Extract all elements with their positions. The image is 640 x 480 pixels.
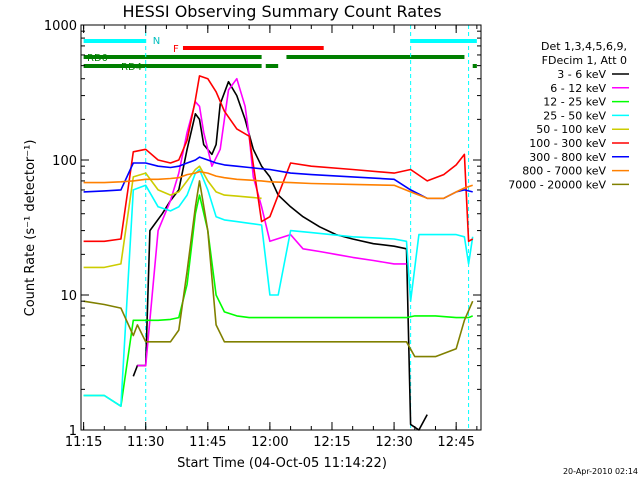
legend-entry-label: 100 - 300 keV — [529, 137, 606, 150]
band-layer: N F RD0 RD4 — [83, 25, 477, 430]
series-line-6 — [83, 156, 473, 200]
legend-header-line-1: Det 1,3,4,5,6,9, — [541, 40, 627, 53]
y-tick-label: 1 — [69, 424, 77, 439]
legend-entry-label: 800 - 7000 keV — [522, 165, 606, 178]
y-tick-label: 100 — [52, 154, 77, 169]
x-axis-label: Start Time (04-Oct-05 11:14:22) — [177, 456, 387, 471]
x-tick-label: 12:00 — [251, 435, 288, 450]
legend-entry-label: 300 - 800 keV — [529, 151, 606, 164]
x-tick-label: 11:30 — [127, 435, 164, 450]
footer-timestamp: 20-Apr-2010 02:14 — [563, 467, 638, 476]
series-line-3 — [83, 168, 474, 408]
y-axis-label: Count Rate (s⁻¹ detector⁻¹) — [23, 140, 38, 317]
legend-entry-label: 6 - 12 keV — [550, 82, 606, 95]
legend-entry-label: 25 - 50 keV — [543, 109, 606, 122]
legend-header-line-2: FDecim 1, Att 0 — [542, 54, 627, 67]
night-band-label: N — [153, 36, 160, 47]
tick-layer: 11:15 11:30 11:45 12:00 12:15 12:30 12:45 1 10 10… — [44, 19, 481, 450]
x-tick-label: 11:15 — [65, 435, 102, 450]
series-line-5 — [83, 75, 474, 243]
rd0-band-label: RD0 — [87, 53, 108, 64]
rd4-band-label: RD4 — [121, 62, 142, 73]
legend-entry-label: 3 - 6 keV — [557, 68, 606, 81]
x-tick-label: 12:30 — [375, 435, 412, 450]
y-tick-label: 10 — [60, 289, 77, 304]
series-line-2 — [83, 194, 474, 408]
legend-entry-label: 12 - 25 keV — [543, 96, 606, 109]
x-tick-label: 11:45 — [189, 435, 226, 450]
x-tick-label: 12:15 — [313, 435, 350, 450]
legend-entry-label: 50 - 100 keV — [536, 123, 606, 136]
x-tick-label: 12:45 — [437, 435, 474, 450]
y-tick-label: 1000 — [44, 19, 77, 34]
legend-entry-label: 7000 - 20000 keV — [508, 178, 606, 191]
series-line-0 — [132, 80, 428, 431]
legend: Det 1,3,4,5,6,9, FDecim 1, Att 0 3 - 6 k… — [508, 40, 629, 191]
series-line-7 — [83, 170, 473, 200]
series-layer — [83, 75, 474, 431]
chart-title: HESSI Observing Summary Count Rates — [122, 2, 441, 21]
series-line-4 — [83, 165, 262, 269]
plot-frame — [80, 24, 482, 431]
flare-band-label: F — [173, 44, 179, 55]
series-line-8 — [83, 180, 474, 358]
